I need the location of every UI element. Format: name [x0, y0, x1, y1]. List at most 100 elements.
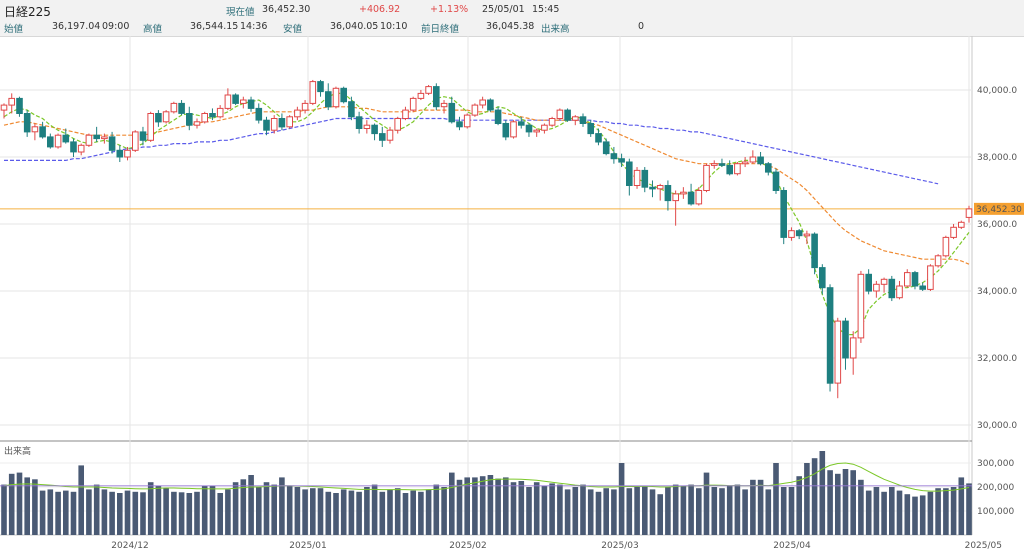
high-time: 14:36 [240, 21, 268, 32]
current-price-tag: 36,452.30 [974, 202, 1024, 215]
candle [942, 235, 950, 258]
low-label: 安値 [283, 24, 303, 35]
volume-bar [533, 482, 540, 535]
volume-bar [587, 489, 594, 535]
candle-body [479, 99, 486, 106]
candle-body [564, 109, 571, 121]
candle [224, 88, 232, 111]
candle [865, 269, 873, 295]
volume-bar [240, 479, 247, 535]
volume-bar [456, 479, 463, 535]
candle-body [904, 272, 911, 287]
volume-bar [904, 494, 911, 535]
candle-body [811, 233, 818, 269]
candle-body [664, 185, 672, 202]
candle-body [132, 131, 139, 151]
candle-body [633, 169, 641, 186]
candle [718, 158, 726, 168]
candle [54, 133, 62, 149]
volume-bar [441, 487, 447, 535]
volume-bar [541, 485, 548, 535]
candle [355, 111, 363, 134]
candle-body [757, 156, 764, 165]
candle-body [255, 107, 263, 121]
candle-body [232, 94, 239, 104]
candle-body [672, 193, 680, 202]
candle [147, 111, 154, 142]
volume-bar [966, 483, 972, 535]
volume-bar [827, 470, 833, 535]
candlestick-chart[interactable]: 40,000.0 38,000.0 36,000.0 34,000.0 32,000.0… [0, 36, 1024, 553]
candle-body [193, 121, 201, 126]
candle-body [873, 283, 880, 292]
candle [687, 183, 695, 206]
volume-bar [495, 478, 501, 535]
candle-body [348, 101, 355, 118]
candle [533, 128, 541, 137]
candle-body [54, 134, 62, 148]
candle [371, 123, 378, 141]
candle [811, 232, 818, 275]
candle [958, 220, 965, 230]
candle-body [487, 99, 494, 111]
volume-bar [418, 491, 424, 535]
candle-body [525, 124, 533, 133]
volume-bar [750, 479, 756, 535]
candle-body [819, 267, 826, 289]
candle-body [309, 81, 317, 104]
candle-body [417, 92, 425, 99]
candle-body [201, 113, 208, 123]
candle-body [958, 221, 965, 228]
candle-body [533, 129, 541, 133]
candle-body [247, 99, 255, 109]
quote-time: 15:45 [532, 4, 560, 15]
candle [795, 229, 803, 240]
candle [379, 126, 386, 147]
candle-body [463, 114, 471, 128]
volume-bar [248, 475, 254, 535]
volume-bar [950, 487, 957, 535]
price-tick-label: 36,000.0 [977, 220, 1017, 230]
volume-bar [642, 485, 648, 535]
candle [734, 162, 741, 176]
quote-info-bar: 日経225 現在値 36,452.30 +406.92 +1.13% 25/05… [0, 0, 1024, 37]
open-time: 09:00 [102, 21, 130, 32]
candle [911, 270, 919, 290]
candle-body [448, 102, 456, 123]
date-tick-label: 2025/01 [289, 541, 326, 551]
current-price-label: 現在値 [226, 7, 255, 18]
volume-panel-label: 出来高 [4, 445, 31, 457]
candle-body [85, 134, 93, 146]
candle [788, 227, 795, 241]
candle-body [240, 99, 247, 104]
candle-body [170, 102, 178, 113]
volume-bar [93, 484, 100, 535]
candle-body [857, 273, 865, 339]
volume-bar [171, 491, 177, 535]
volume-bar [394, 488, 401, 535]
volume-bar [425, 489, 432, 535]
volume-bar [78, 465, 84, 535]
candle-body [77, 144, 85, 153]
volume-value: 0 [638, 21, 645, 32]
candle [965, 205, 973, 223]
candle-body [162, 111, 170, 123]
candle-body [618, 158, 625, 163]
candle [842, 317, 849, 370]
candle-body [556, 109, 564, 119]
high-label: 高値 [143, 24, 163, 35]
candle [317, 79, 324, 97]
volume-tick-label: 300,000 [977, 459, 1014, 469]
candle [819, 264, 826, 295]
candle [726, 160, 734, 176]
volume-bar [657, 494, 663, 535]
volume-bar [773, 463, 779, 535]
volume-bar [873, 487, 880, 535]
candle-body [224, 94, 232, 109]
candle-body [139, 131, 147, 141]
candle-body [456, 121, 463, 128]
candle-body [865, 273, 873, 292]
candle [216, 105, 224, 119]
volume-bar [132, 491, 139, 535]
candle [170, 101, 178, 114]
